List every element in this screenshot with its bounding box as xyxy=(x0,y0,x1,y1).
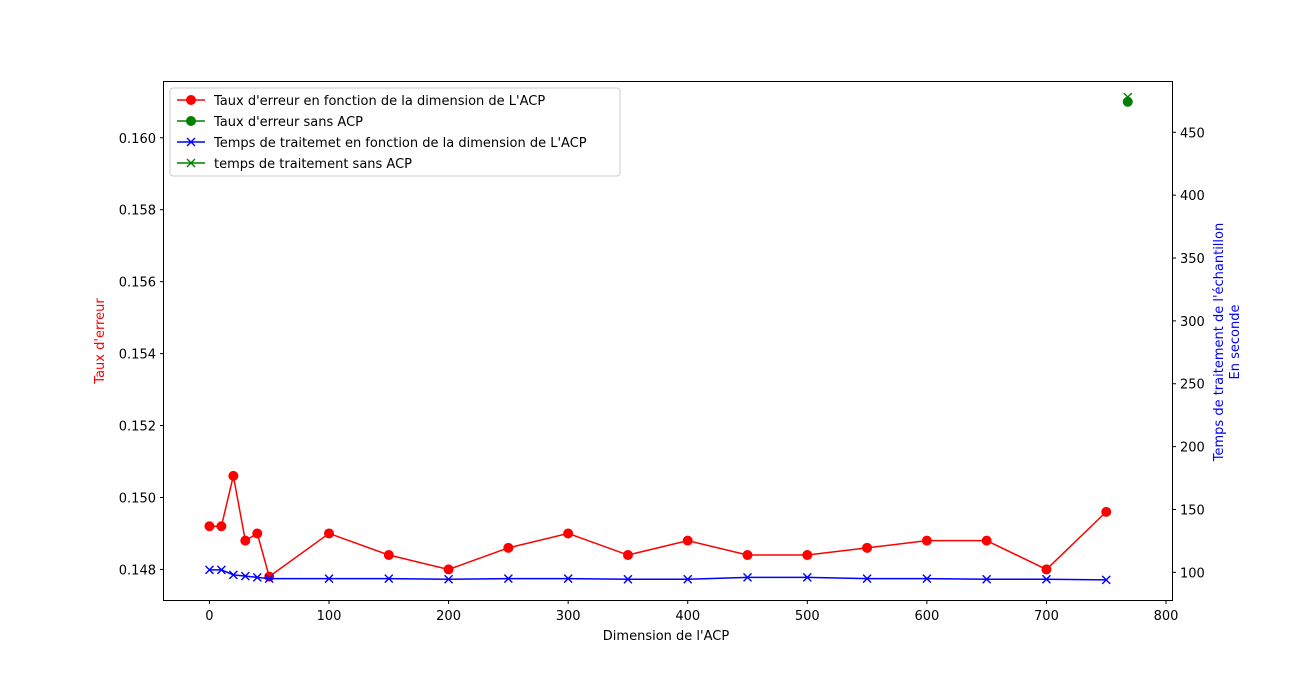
y-left-tick-label: 0.152 xyxy=(119,420,156,435)
data-point xyxy=(922,574,932,584)
y-right-axis-title-line1: Temps de traitement de l'échantillon xyxy=(1212,223,1227,462)
data-point xyxy=(240,535,251,546)
data-point xyxy=(383,550,394,561)
data-point xyxy=(216,521,227,532)
y-right-tick-label: 250 xyxy=(1180,378,1205,393)
x-tick-label: 300 xyxy=(556,609,581,624)
data-point xyxy=(982,574,992,584)
data-point xyxy=(743,572,753,582)
y-left-tick-label: 0.160 xyxy=(119,132,156,147)
data-point xyxy=(1123,92,1133,102)
y-right-tick-label: 200 xyxy=(1180,441,1205,456)
y-right-tick-label: 450 xyxy=(1180,126,1205,141)
series-line xyxy=(209,475,1107,578)
data-point xyxy=(1041,564,1052,575)
legend: Taux d'erreur en fonction de la dimensio… xyxy=(169,87,621,177)
data-point xyxy=(264,571,275,582)
data-point xyxy=(264,574,274,584)
data-point xyxy=(563,574,573,584)
data-point xyxy=(252,572,262,582)
x-tick-label: 0 xyxy=(205,609,213,624)
data-point xyxy=(228,470,239,481)
data-point xyxy=(228,570,238,580)
data-point xyxy=(622,550,633,561)
legend-label: temps de traitement sans ACP xyxy=(214,157,412,172)
data-point xyxy=(443,564,454,575)
data-point xyxy=(802,550,813,561)
plot-frame xyxy=(163,81,1173,601)
legend-swatch-marker xyxy=(186,116,196,126)
y-right-axis-title-line2: En seconde xyxy=(1228,305,1243,380)
data-point xyxy=(204,521,215,532)
legend-label: Temps de traitemet en fonction de la dim… xyxy=(213,136,587,151)
y-right-tick-label: 400 xyxy=(1180,189,1205,204)
data-point xyxy=(921,535,932,546)
legend-box xyxy=(169,87,621,177)
x-tick-label: 500 xyxy=(795,609,820,624)
data-point xyxy=(503,574,513,584)
data-point xyxy=(204,565,214,575)
data-point xyxy=(742,550,753,561)
data-point xyxy=(1122,96,1133,107)
y-left-tick-label: 0.150 xyxy=(119,491,156,506)
data-point xyxy=(981,535,992,546)
data-point xyxy=(384,574,394,584)
x-tick-label: 700 xyxy=(1034,609,1059,624)
series-1 xyxy=(1122,96,1133,107)
series-0 xyxy=(204,470,1112,582)
data-point xyxy=(563,528,574,539)
y-right-tick-label: 300 xyxy=(1180,315,1205,330)
y-left-tick-label: 0.158 xyxy=(119,204,156,219)
series-2 xyxy=(204,565,1111,585)
series-line xyxy=(209,569,1107,581)
data-point xyxy=(324,528,335,539)
x-tick-label: 100 xyxy=(317,609,342,624)
data-point xyxy=(1101,506,1112,517)
y-left-tick-label: 0.148 xyxy=(119,563,156,578)
x-tick-label: 400 xyxy=(675,609,700,624)
y-left-tick-label: 0.154 xyxy=(119,348,156,363)
data-point xyxy=(1101,575,1111,585)
x-tick-label: 600 xyxy=(914,609,939,624)
y-right-tick-label: 100 xyxy=(1180,566,1205,581)
series-3 xyxy=(1123,92,1133,102)
x-tick-label: 800 xyxy=(1154,609,1179,624)
legend-swatch-marker xyxy=(186,137,196,147)
legend-label: Taux d'erreur sans ACP xyxy=(213,115,363,130)
data-point xyxy=(802,572,812,582)
data-point xyxy=(683,574,693,584)
legend-swatch-marker xyxy=(186,95,196,105)
y-left-axis-title: Taux d'erreur xyxy=(93,298,108,385)
data-point xyxy=(1041,574,1051,584)
data-point xyxy=(324,574,334,584)
data-point xyxy=(240,571,250,581)
y-right-tick-label: 150 xyxy=(1180,503,1205,518)
axes: 0 100 200 300 400 500 600 700 800 0.148 0.150 0.152… xyxy=(119,126,1205,624)
x-axis-title: Dimension de l'ACP xyxy=(603,629,730,644)
data-point xyxy=(862,542,873,553)
data-point xyxy=(252,528,263,539)
data-point xyxy=(623,574,633,584)
data-point xyxy=(216,565,226,575)
x-tick-label: 200 xyxy=(436,609,461,624)
plot-area xyxy=(204,92,1133,585)
legend-label: Taux d'erreur en fonction de la dimensio… xyxy=(213,94,545,109)
legend-swatch-marker xyxy=(186,158,196,168)
data-point xyxy=(503,542,514,553)
y-right-tick-label: 350 xyxy=(1180,252,1205,267)
data-point xyxy=(682,535,693,546)
data-point xyxy=(862,574,872,584)
data-point xyxy=(444,574,454,584)
y-left-tick-label: 0.156 xyxy=(119,276,156,291)
